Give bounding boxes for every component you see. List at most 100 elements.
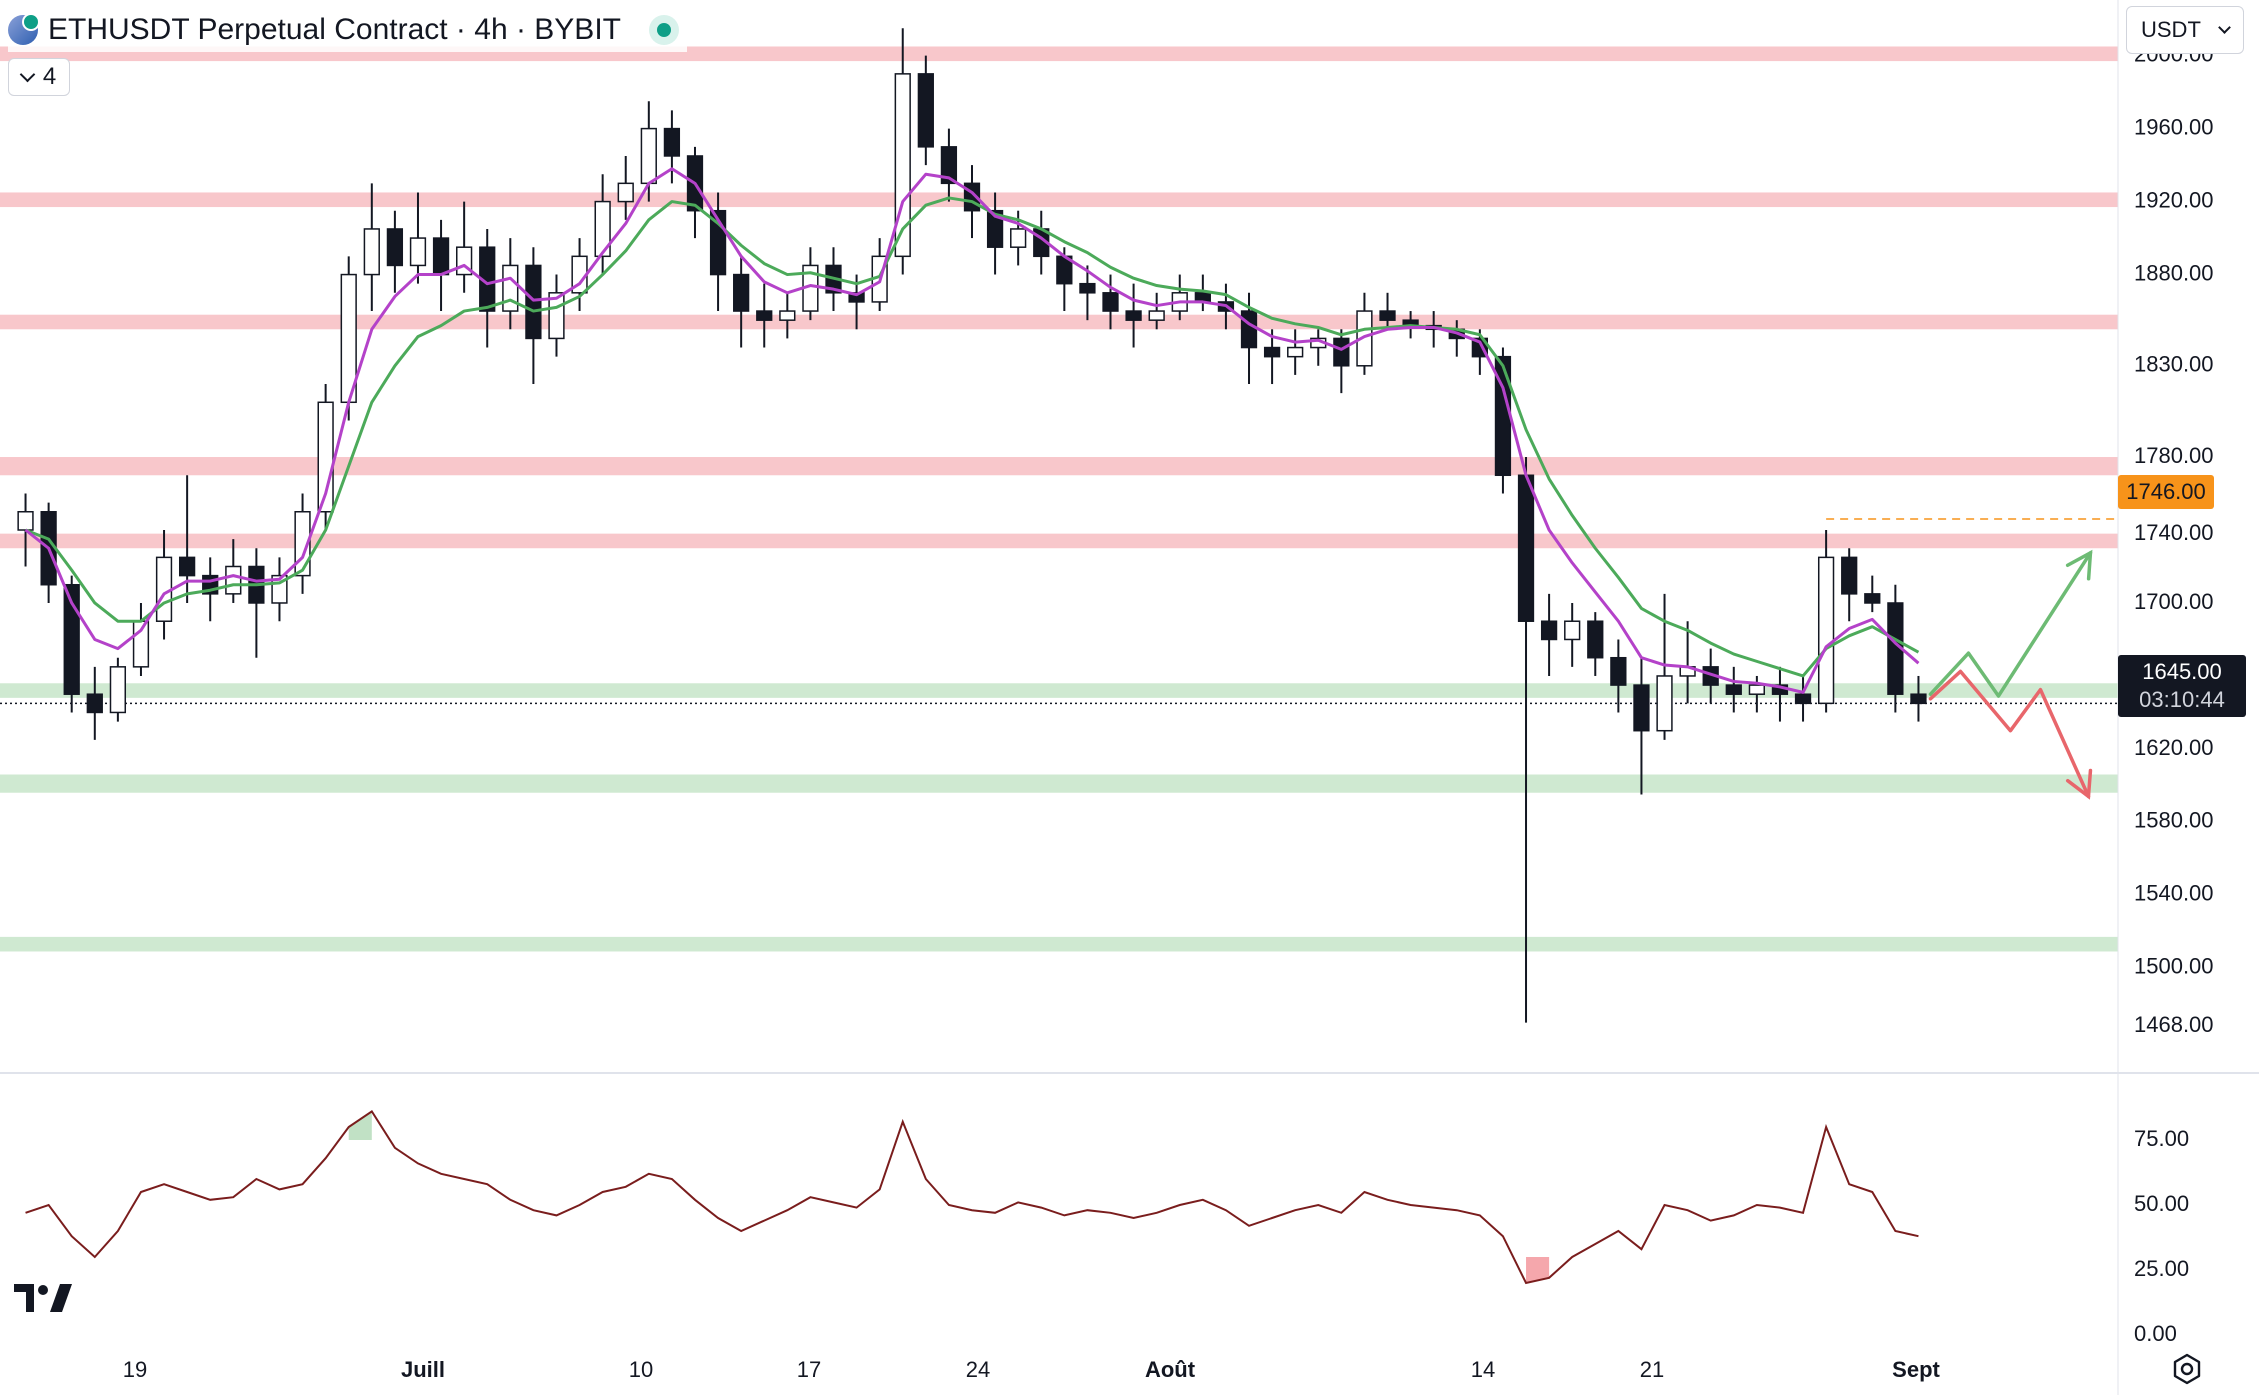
candle-body bbox=[640, 127, 657, 185]
rsi-pane bbox=[25, 1109, 1919, 1285]
price-axis-label: 1920.00 bbox=[2134, 187, 2214, 212]
candle-body bbox=[1540, 620, 1558, 641]
candle-body bbox=[1287, 346, 1304, 358]
candle-body bbox=[733, 273, 750, 312]
candle-body bbox=[17, 511, 34, 531]
candle-body bbox=[940, 146, 958, 185]
candle-body bbox=[1010, 228, 1027, 248]
candle-body bbox=[525, 264, 542, 340]
rsi-axis-label: 0.00 bbox=[2134, 1321, 2177, 1346]
candle-body bbox=[1864, 593, 1881, 604]
support-zone bbox=[0, 774, 2118, 793]
bear-projection-arrow bbox=[1928, 669, 2091, 799]
rsi-axis-label: 75.00 bbox=[2134, 1126, 2189, 1151]
candle-body bbox=[109, 666, 127, 714]
candle-body bbox=[1356, 310, 1373, 367]
rsi-axis-label: 50.00 bbox=[2134, 1191, 2189, 1216]
candle-body bbox=[779, 310, 796, 321]
alert-price-label: 1746.00 bbox=[2126, 479, 2206, 504]
time-axis-label: 21 bbox=[1640, 1357, 1664, 1382]
chart-header: ETHUSDT Perpetual Contract · 4h · BYBIT bbox=[8, 8, 687, 52]
candle-body bbox=[1240, 310, 1258, 349]
candle-body bbox=[432, 237, 450, 276]
candle-body bbox=[663, 127, 681, 157]
currency-value: USDT bbox=[2141, 17, 2201, 42]
time-axis[interactable]: 19 Juill 10 17 24 Août 14 21 Sept bbox=[123, 1357, 1941, 1382]
currency-select[interactable]: USDT bbox=[2126, 6, 2244, 54]
projection-arrows bbox=[1928, 549, 2093, 800]
bar-countdown-label: 03:10:44 bbox=[2139, 687, 2225, 712]
candle-body bbox=[1748, 684, 1766, 695]
candle-body bbox=[1587, 620, 1604, 659]
time-axis-label: 17 bbox=[797, 1357, 821, 1382]
candle-body bbox=[63, 583, 80, 695]
chevron-down-icon bbox=[19, 66, 36, 82]
moving-averages bbox=[24, 167, 1920, 694]
tradingview-logo-icon[interactable] bbox=[14, 1282, 74, 1316]
resistance-zone bbox=[0, 457, 2118, 476]
candle-body bbox=[986, 209, 1004, 248]
support-zone bbox=[0, 683, 2118, 698]
price-axis-label: 1960.00 bbox=[2134, 114, 2214, 139]
time-axis-label: 19 bbox=[123, 1357, 147, 1382]
candle-body bbox=[1656, 675, 1673, 732]
candle-body bbox=[1794, 693, 1812, 705]
candle-body bbox=[1817, 556, 1835, 705]
price-axis-label: 1830.00 bbox=[2134, 352, 2214, 377]
indicators-toggle-button[interactable]: 4 bbox=[8, 58, 70, 96]
price-axis-label: 1540.00 bbox=[2134, 881, 2214, 906]
bull-projection-arrow bbox=[1928, 551, 2093, 698]
candle-body bbox=[1610, 656, 1627, 686]
candle-body bbox=[502, 264, 519, 312]
candle-body bbox=[1910, 693, 1927, 705]
candle-body bbox=[386, 228, 404, 267]
price-axis-label: 1580.00 bbox=[2134, 808, 2214, 833]
support-zone bbox=[0, 936, 2118, 952]
candle-body bbox=[1333, 337, 1350, 367]
time-axis-label: Août bbox=[1145, 1357, 1196, 1382]
candle-body bbox=[1633, 684, 1650, 732]
time-axis-label: 14 bbox=[1471, 1357, 1495, 1382]
last-price-tag: 1645.00 03:10:44 bbox=[2118, 655, 2246, 717]
time-axis-label: 24 bbox=[966, 1357, 990, 1382]
market-open-icon bbox=[648, 15, 679, 45]
candle-body bbox=[1725, 684, 1742, 695]
ema-fast-line bbox=[24, 167, 1920, 694]
candle-body bbox=[225, 565, 242, 595]
price-axis-label: 1500.00 bbox=[2134, 954, 2214, 979]
resistance-zone bbox=[0, 314, 2118, 330]
price-axis-label: 1740.00 bbox=[2134, 520, 2214, 545]
rsi-axis-label: 25.00 bbox=[2134, 1256, 2189, 1281]
symbol-title[interactable]: ETHUSDT Perpetual Contract · 4h · BYBIT bbox=[48, 13, 621, 46]
candle-body bbox=[86, 693, 103, 714]
resistance-zone bbox=[0, 192, 2118, 208]
candles bbox=[17, 28, 1927, 1023]
price-axis-label: 1468.00 bbox=[2134, 1012, 2214, 1037]
time-axis-label: 10 bbox=[629, 1357, 653, 1382]
bull-projection-arrow-head bbox=[2065, 549, 2093, 581]
candle-body bbox=[917, 73, 934, 148]
candle-body bbox=[409, 237, 427, 267]
rsi-oversold-fill bbox=[1526, 1257, 1550, 1283]
chevron-down-icon bbox=[2218, 20, 2231, 34]
time-axis-label: Juill bbox=[401, 1357, 445, 1382]
price-axis-label: 1880.00 bbox=[2134, 260, 2214, 285]
candle-body bbox=[1102, 292, 1119, 312]
indicator-count: 4 bbox=[42, 63, 57, 90]
candle-body bbox=[1148, 310, 1165, 321]
rsi-line bbox=[25, 1109, 1919, 1285]
rsi-overbought-fill bbox=[348, 1111, 372, 1140]
candle-body bbox=[178, 556, 196, 577]
ema-slow-line bbox=[24, 196, 1920, 678]
last-price-label: 1645.00 bbox=[2142, 659, 2222, 684]
bear-projection-arrow-head bbox=[2065, 768, 2093, 800]
candle-body bbox=[1841, 556, 1858, 595]
candle-body bbox=[363, 228, 380, 276]
price-axis-label: 1700.00 bbox=[2134, 589, 2214, 614]
chart-settings-icon[interactable] bbox=[2170, 1352, 2204, 1386]
candle-body bbox=[1564, 620, 1581, 641]
candle-body bbox=[1079, 282, 1096, 294]
alert-price-tag[interactable]: 1746.00 bbox=[2118, 475, 2214, 509]
price-axis-label: 1620.00 bbox=[2134, 735, 2214, 760]
